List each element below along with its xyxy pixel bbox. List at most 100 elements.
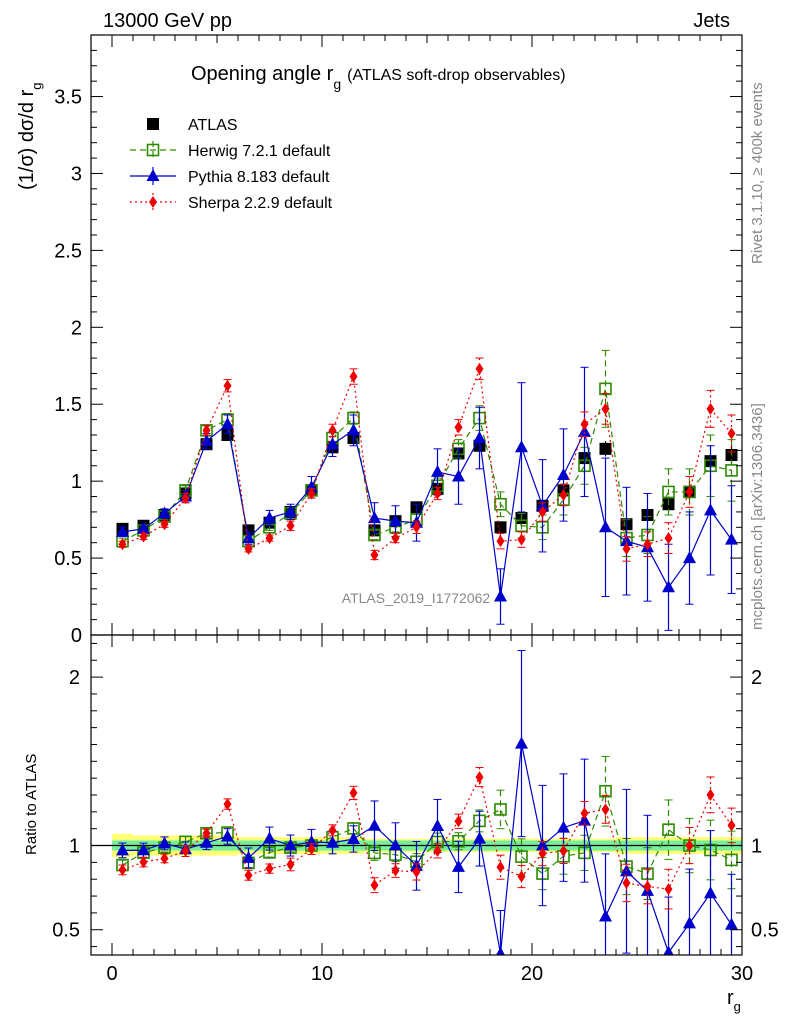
point-triangle bbox=[137, 521, 150, 534]
point-triangle bbox=[284, 504, 297, 517]
ratio-point-diamond bbox=[622, 876, 631, 889]
ratio-point-triangle bbox=[725, 917, 738, 930]
ratio-point-triangle bbox=[158, 836, 171, 849]
y-axis-label: (1/σ) dσ/d rg bbox=[16, 83, 44, 191]
x-label-sub: g bbox=[734, 999, 741, 1014]
legend-marker bbox=[149, 196, 157, 208]
y-label-sub: g bbox=[29, 83, 44, 90]
ratio-point-diamond bbox=[580, 807, 589, 820]
series-line-3 bbox=[122, 368, 732, 557]
ratio-point-open-square bbox=[662, 823, 675, 836]
y-tick-label-ratio-right: 0.5 bbox=[751, 920, 779, 942]
y-tick-label-main: 0.5 bbox=[54, 548, 82, 570]
ratio-point-triangle bbox=[515, 736, 528, 749]
ratio-point-diamond bbox=[160, 852, 169, 865]
point-triangle bbox=[221, 417, 234, 430]
rivet-label: Rivet 3.1.10, ≥ 400k events bbox=[749, 82, 766, 264]
x-axis-label: rg bbox=[727, 987, 741, 1014]
legend-marker bbox=[147, 118, 159, 130]
ratio-point-triangle bbox=[536, 838, 549, 851]
point-diamond bbox=[475, 362, 484, 375]
ratio-point-triangle bbox=[326, 835, 339, 848]
ratio-point-diamond bbox=[118, 863, 127, 876]
point-triangle bbox=[473, 431, 486, 444]
ratio-point-triangle bbox=[116, 843, 129, 856]
ratio-point-triangle bbox=[221, 829, 234, 842]
point-triangle bbox=[683, 551, 696, 564]
ratio-panel-frame bbox=[90, 634, 743, 956]
y-label-main: (1/σ) dσ/d r bbox=[16, 89, 38, 190]
y-tick-label-main: 2 bbox=[71, 317, 82, 339]
point-diamond bbox=[328, 424, 337, 437]
ratio-point-diamond bbox=[433, 844, 442, 857]
ratio-point-diamond bbox=[139, 856, 148, 869]
point-square bbox=[599, 442, 612, 455]
point-diamond bbox=[118, 538, 127, 551]
main-panel-data bbox=[116, 349, 738, 631]
ratio-point-diamond bbox=[454, 815, 463, 828]
point-triangle bbox=[536, 498, 549, 511]
legend-marker bbox=[146, 143, 160, 157]
ratio-panel-data bbox=[91, 650, 742, 955]
legend-marker bbox=[146, 169, 160, 181]
point-triangle bbox=[515, 440, 528, 453]
ratio-point-triangle bbox=[263, 831, 276, 844]
ratio-point-diamond bbox=[538, 847, 547, 860]
point-triangle bbox=[452, 469, 465, 482]
category-label: Jets bbox=[693, 10, 730, 32]
ratio-panel-axes: 0.5 0.51 12 20 10 20 30 bbox=[52, 635, 779, 985]
title-main: Opening angle r bbox=[191, 63, 334, 85]
ratio-y-label: Ratio to ATLAS bbox=[23, 754, 40, 855]
point-diamond bbox=[391, 532, 400, 545]
point-triangle bbox=[242, 531, 255, 544]
ratio-point-triangle bbox=[496, 946, 505, 955]
ratio-line-3 bbox=[122, 775, 732, 890]
ratio-point-diamond bbox=[202, 827, 211, 840]
ratio-point-triangle bbox=[284, 838, 297, 851]
y-tick-label-main: 1 bbox=[71, 471, 82, 493]
point-triangle bbox=[368, 511, 381, 524]
point-diamond bbox=[223, 379, 232, 392]
ratio-point-triangle bbox=[242, 850, 255, 863]
point-diamond bbox=[622, 542, 631, 555]
point-square bbox=[494, 521, 507, 534]
point-triangle bbox=[599, 520, 612, 533]
y-tick-label-ratio: 2 bbox=[69, 667, 80, 689]
point-triangle bbox=[389, 514, 402, 527]
point-triangle bbox=[620, 534, 633, 547]
point-diamond bbox=[349, 370, 358, 383]
point-diamond bbox=[517, 533, 526, 546]
point-open-square bbox=[494, 497, 507, 511]
ratio-point-open-square bbox=[725, 853, 738, 867]
x-tick-label: 10 bbox=[311, 963, 333, 985]
ratio-point-diamond bbox=[475, 771, 484, 784]
point-diamond bbox=[685, 485, 694, 498]
ratio-point-diamond bbox=[370, 879, 379, 892]
point-diamond bbox=[181, 492, 190, 505]
point-triangle bbox=[347, 423, 360, 436]
point-diamond bbox=[601, 402, 610, 415]
x-tick-label: 30 bbox=[731, 963, 753, 985]
point-triangle bbox=[662, 580, 675, 593]
ratio-point-triangle bbox=[473, 831, 486, 844]
point-diamond bbox=[412, 521, 421, 534]
point-diamond bbox=[559, 489, 568, 501]
x-tick-label: 20 bbox=[521, 963, 543, 985]
point-diamond bbox=[538, 505, 547, 518]
point-square bbox=[242, 524, 255, 537]
point-triangle bbox=[431, 464, 444, 477]
mcplots-label: mcplots.cern.ch [arXiv:1306.3436] bbox=[749, 403, 766, 630]
ratio-point-triangle bbox=[347, 831, 360, 844]
point-diamond bbox=[643, 538, 652, 551]
point-open-square bbox=[662, 485, 675, 499]
y-tick-label-ratio: 0.5 bbox=[52, 920, 80, 942]
legend: ATLAS Herwig 7.2.1 default Pythia 8.183 de… bbox=[130, 117, 333, 212]
point-triangle bbox=[704, 503, 717, 516]
ratio-point-triangle bbox=[200, 835, 213, 848]
ratio-point-diamond bbox=[496, 861, 505, 874]
ratio-point-diamond bbox=[601, 803, 610, 816]
ratio-point-diamond bbox=[391, 864, 400, 877]
ratio-point-diamond bbox=[307, 843, 316, 856]
point-diamond bbox=[244, 542, 253, 555]
y-tick-label-main: 1.5 bbox=[54, 394, 82, 416]
